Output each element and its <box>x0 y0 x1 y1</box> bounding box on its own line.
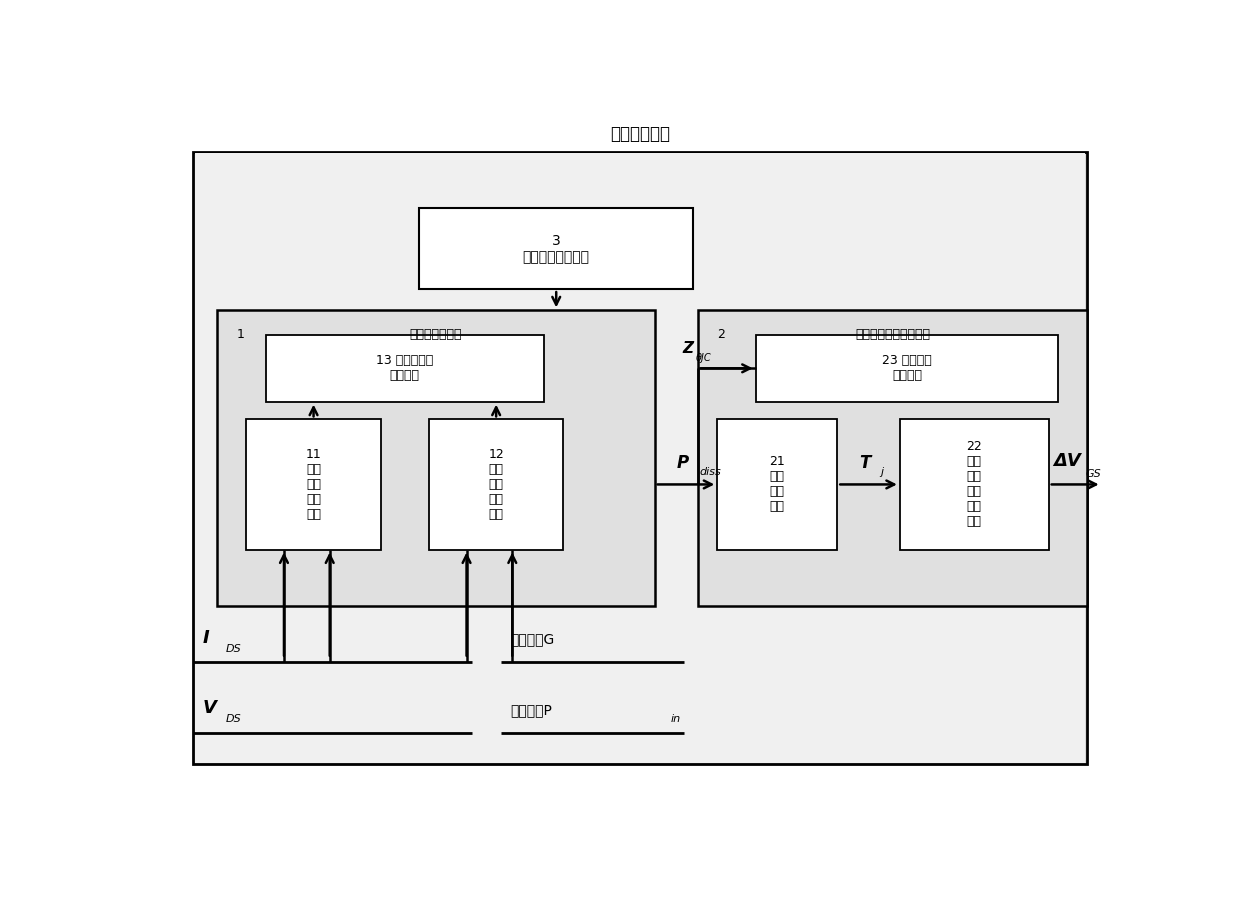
Text: 2: 2 <box>717 328 725 341</box>
Text: DS: DS <box>226 643 242 654</box>
Text: T: T <box>859 453 870 472</box>
Bar <box>698 310 1087 606</box>
Text: P: P <box>676 453 688 472</box>
Text: 3
偏置控制触发单元: 3 偏置控制触发单元 <box>523 234 590 264</box>
Text: 21
结温
计算
单元: 21 结温 计算 单元 <box>769 455 785 514</box>
Text: 11
电源
功率
计算
单元: 11 电源 功率 计算 单元 <box>306 448 321 521</box>
Text: DS: DS <box>226 714 242 724</box>
Bar <box>265 335 544 402</box>
Bar <box>196 154 1085 763</box>
Text: j: j <box>880 467 883 477</box>
Bar <box>247 420 381 549</box>
Text: 热耗散确定单元: 热耗散确定单元 <box>410 328 463 341</box>
Text: 13 热耗散功率
计算单元: 13 热耗散功率 计算单元 <box>376 355 434 382</box>
Bar <box>755 335 1058 402</box>
Text: θJC: θJC <box>696 353 712 363</box>
Bar <box>717 420 837 549</box>
Text: 12
有效
功率
计算
单元: 12 有效 功率 计算 单元 <box>489 448 503 521</box>
Text: Z: Z <box>682 341 693 356</box>
Text: 偏置控制装置: 偏置控制装置 <box>610 125 671 143</box>
Text: ΔV: ΔV <box>1054 452 1081 471</box>
Text: 发射增益G: 发射增益G <box>511 632 554 647</box>
Text: I: I <box>203 629 210 647</box>
Text: 23 等效热阻
确定单元: 23 等效热阻 确定单元 <box>882 355 931 382</box>
Bar <box>900 420 1049 549</box>
Bar <box>419 208 693 289</box>
Text: diss: diss <box>699 467 722 477</box>
Text: 22
补偿
偏置
电压
计算
单元: 22 补偿 偏置 电压 计算 单元 <box>966 441 982 528</box>
Text: in: in <box>671 714 681 724</box>
Text: 输入功率P: 输入功率P <box>511 703 553 717</box>
Text: 补偿偏置电源确定单元: 补偿偏置电源确定单元 <box>856 328 930 341</box>
Bar <box>217 310 655 606</box>
Bar <box>193 152 1087 764</box>
Text: 1: 1 <box>237 328 244 341</box>
Bar <box>429 420 563 549</box>
Text: V: V <box>203 699 217 717</box>
Text: GS: GS <box>1085 469 1101 479</box>
